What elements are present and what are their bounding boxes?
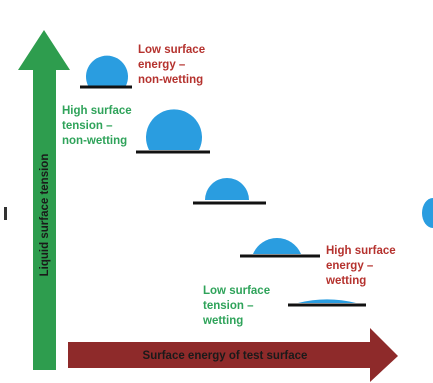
x-axis-label: Surface energy of test surface [143,350,308,362]
annotation-line: Low surface [138,44,205,56]
annotation-high-surface-tension-non-wetting: High surface tension – non-wetting [62,105,135,147]
annotation-low-surface-tension-wetting: Low surface tension – wetting [202,285,273,327]
annotation-line: non-wetting [138,74,203,86]
edge-mark [4,207,7,220]
annotation-high-surface-energy-wetting: High surface energy – wetting [325,245,399,287]
annotation-line: tension – [62,120,113,132]
annotation-line: tension – [203,300,254,312]
annotation-line: energy – [138,59,186,71]
droplet-2 [136,109,210,154]
droplet-5 [288,299,366,307]
annotation-line: non-wetting [62,135,127,147]
droplet-1 [80,55,132,89]
annotation-line: wetting [325,275,366,287]
droplet-3 [193,178,266,205]
droplet-4 [240,237,320,258]
annotation-low-surface-energy-non-wetting: Low surface energy – non-wetting [138,44,208,86]
y-axis-label: Liquid surface tension [39,154,51,277]
annotation-line: energy – [326,260,374,272]
surface-energy-arrow [68,328,398,382]
annotation-line: High surface [62,105,132,117]
annotation-line: High surface [326,245,396,257]
liquid-surface-tension-arrow [18,30,70,370]
annotation-line: Low surface [203,285,270,297]
annotation-line: wetting [202,315,243,327]
edge-droplet-fragment [422,198,433,228]
